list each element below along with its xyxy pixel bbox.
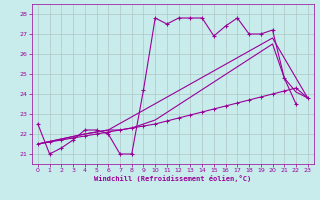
X-axis label: Windchill (Refroidissement éolien,°C): Windchill (Refroidissement éolien,°C) — [94, 175, 252, 182]
